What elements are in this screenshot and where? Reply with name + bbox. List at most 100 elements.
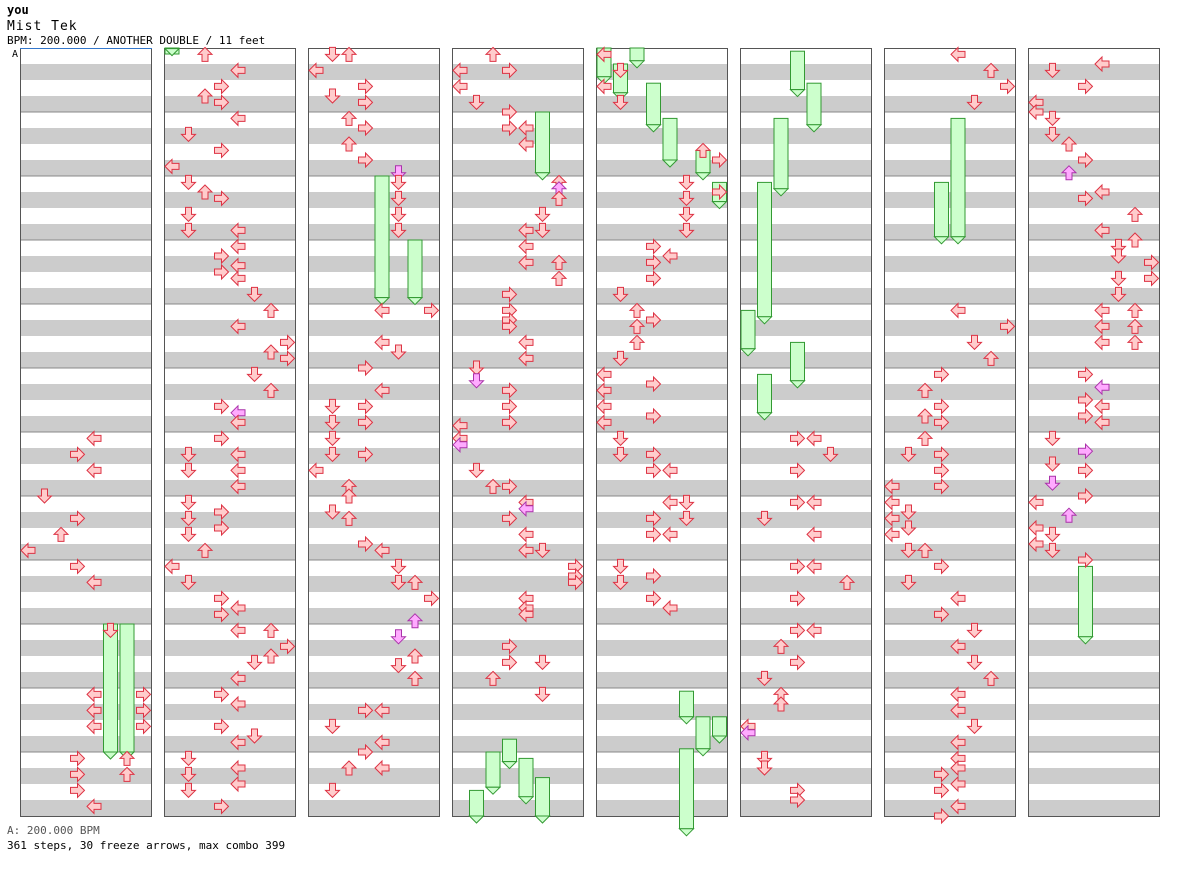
freeze-body [535,111,550,174]
stripe-band [308,672,440,688]
arrow-note-down [1044,110,1061,127]
arrow-note-down [324,414,341,431]
column-border [740,48,872,817]
stripe-band [740,352,872,368]
stripe-band [740,192,872,208]
arrow-note-left [1028,519,1044,537]
freeze-tail [949,236,967,245]
stripe-band [164,736,296,752]
freeze-tail [102,751,119,760]
stripe-band [884,768,1016,784]
stripe-band [596,352,728,368]
stripe-band [308,544,440,560]
stripe-band [740,800,872,816]
arrow-note-right [70,510,86,527]
arrow-note-left [950,775,966,793]
stripe-band [740,448,872,464]
freeze-body [485,751,501,788]
stripe-band [20,320,152,336]
arrow-note-down [612,350,629,367]
freeze-tail [534,172,551,181]
arrow-note-down [324,782,341,799]
column-border [164,48,296,817]
freeze-tail [678,828,695,837]
arrow-note-right [502,414,518,431]
arrow-note-down [966,94,983,111]
arrow-note-left [374,382,390,399]
arrow-note-left [518,254,534,271]
arrow-note-down [180,446,197,463]
arrow-note-left [806,430,822,447]
arrow-note-up [340,110,358,126]
arrow-note-left [230,446,246,463]
stripe-band [164,800,296,816]
arrow-note-left [86,430,102,447]
stripe-band [164,256,296,272]
stripe-band [596,224,728,240]
arrow-note-up [628,318,646,334]
freeze-body [757,373,772,414]
freeze-body [806,82,822,126]
arrow-note-left [596,414,612,431]
arrow-note-right [70,782,86,799]
chart-stats: 361 steps, 30 freeze arrows, max combo 3… [7,839,286,852]
arrow-note-left [86,702,102,719]
stripe-band [452,320,584,336]
arrow-note-left [230,695,246,713]
arrow-note-right [1144,270,1160,287]
arrow-note-down [1044,62,1061,79]
stripe-band [884,384,1016,400]
bpm-legend: A: 200.000 BPM [7,824,100,837]
stripe-band [452,736,584,752]
stripe-band [884,256,1016,272]
stripe-band [884,640,1016,656]
stripe-band [452,576,584,592]
arrow-note-left [662,462,678,479]
arrow-note-left [950,734,966,751]
arrow-note-down [36,488,53,504]
player-name: you [7,3,29,17]
arrow-note-right [934,414,950,431]
stripe-band [884,448,1016,464]
arrow-note-right [934,782,950,799]
arrow-note-right [646,567,662,585]
stripe-band [308,768,440,784]
arrow-note-right [790,558,806,575]
stripe-band [884,64,1016,80]
freeze-body [712,716,727,737]
arrow-note-left [230,318,246,335]
arrow-note-down [534,542,551,559]
arrow-note-right [1078,487,1094,505]
stripe-band [1028,448,1160,464]
arrow-note-right [358,78,374,95]
stripe-band [308,352,440,368]
stripe-band [1028,544,1160,560]
arrow-note-up [916,542,934,558]
arrow-note-up [262,302,280,318]
stripe-band [740,416,872,432]
stripe-band [884,320,1016,336]
stripe-band [1028,128,1160,144]
arrow-note-left [86,686,102,703]
stripe-band [452,800,584,816]
stripe-band [596,736,728,752]
arrow-note-left [452,78,468,95]
stripe-band [596,608,728,624]
freeze-tail [661,159,679,168]
arrow-note-right [1144,254,1160,271]
arrow-note-down [246,286,263,303]
arrow-note-left [230,599,246,617]
stripe-band [884,128,1016,144]
arrow-note-left [806,622,822,639]
arrow-note-down [900,520,917,536]
freeze-body [469,789,484,817]
freeze-tail [739,348,757,357]
arrow-note-down [390,174,407,191]
arrow-note-down [180,766,197,783]
arrow-note-up [838,574,856,590]
stripe-band [308,160,440,176]
stripe-band [1028,608,1160,624]
arrow-note-left [950,638,966,655]
stripe-band [596,288,728,304]
arrow-note-down [180,126,197,143]
